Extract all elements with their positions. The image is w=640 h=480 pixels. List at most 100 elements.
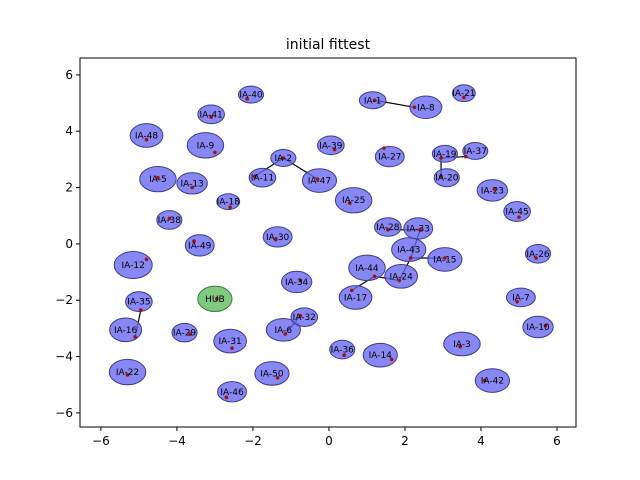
- node-ia-41: IA-41: [197, 104, 225, 125]
- x-tick-label: 4: [477, 434, 485, 448]
- x-axis: −6 −4 −2 0 2 4 6: [92, 427, 561, 448]
- node-circle: [237, 85, 265, 104]
- node-ia-7: IA-7: [505, 287, 536, 308]
- node-circle: [358, 91, 387, 110]
- x-tick-label: 2: [401, 434, 409, 448]
- node-point: [458, 344, 462, 349]
- node-label: IA-27: [378, 153, 401, 163]
- node-point: [439, 174, 443, 179]
- node-circle: [290, 307, 319, 327]
- node-circle: [248, 167, 277, 188]
- node-point: [298, 313, 303, 318]
- node-ia-16: IA-16: [109, 317, 143, 343]
- node-circle: [329, 339, 356, 360]
- node-point: [534, 256, 538, 260]
- node-point: [139, 308, 143, 312]
- node-ia-38: IA-38: [156, 210, 183, 230]
- node-label: IA-19: [433, 150, 457, 160]
- node-point: [412, 105, 417, 110]
- y-tick-label: −6: [55, 406, 73, 420]
- node-point: [332, 147, 337, 152]
- node-circle: [384, 263, 419, 289]
- node-label: IA-2: [275, 154, 293, 164]
- y-tick-label: 2: [65, 181, 73, 195]
- node-label: IA-12: [122, 261, 145, 271]
- node-circle: [338, 285, 373, 310]
- node-point: [372, 98, 377, 103]
- chart-title: initial fittest: [286, 37, 371, 53]
- node-circle: [474, 368, 510, 393]
- node-point: [283, 332, 288, 336]
- node-label: IA-15: [433, 255, 456, 265]
- node-point: [228, 205, 232, 210]
- node-ia-22: IA-22: [108, 358, 147, 386]
- node-circle: [113, 251, 153, 280]
- node-label: IA-46: [220, 388, 244, 398]
- y-axis: −6 −4 −2 0 2 4 6: [55, 68, 80, 420]
- node-circle: [184, 234, 215, 257]
- node-label: IA-34: [285, 278, 309, 288]
- y-tick-label: −2: [55, 293, 73, 307]
- node-ia-12: IA-12: [113, 251, 153, 280]
- node-point: [462, 95, 466, 100]
- node-point: [342, 353, 346, 357]
- node-ia-2: IA-2: [270, 149, 297, 167]
- node-point: [253, 174, 257, 179]
- node-point: [463, 154, 468, 159]
- node-label: IA-5: [149, 175, 167, 185]
- y-tick-label: 4: [65, 124, 73, 138]
- node-label: IA-31: [218, 337, 241, 347]
- node-point: [408, 256, 413, 260]
- node-ia-17: IA-17: [338, 285, 373, 310]
- node-circle: [522, 315, 554, 339]
- node-label: IA-10: [526, 323, 550, 333]
- node-circle: [108, 358, 147, 386]
- node-ia-15: IA-15: [427, 247, 463, 272]
- node-ia-47: IA-47: [301, 168, 338, 193]
- node-ia-36: IA-36: [329, 339, 356, 360]
- node-circle: [262, 226, 293, 248]
- node-label: IA-35: [127, 298, 150, 308]
- node-ia-10: IA-10: [522, 315, 554, 339]
- node-point: [386, 228, 390, 232]
- node-ia-32: IA-32: [290, 307, 319, 327]
- node-point: [348, 201, 352, 205]
- node-ia-30: IA-30: [262, 226, 293, 248]
- node-point: [298, 278, 303, 283]
- node-ia-35: IA-35: [125, 291, 153, 313]
- node-circle: [362, 342, 398, 368]
- y-tick-label: 6: [65, 68, 73, 82]
- node-label: IA-8: [417, 103, 435, 113]
- node-point: [517, 215, 521, 219]
- node-label: IA-38: [158, 216, 182, 226]
- node-label: IA-28: [376, 223, 400, 233]
- node-ia-14: IA-14: [362, 342, 398, 368]
- node-label: IA-36: [331, 346, 355, 356]
- node-point: [372, 274, 377, 279]
- node-ia-48: IA-48: [129, 123, 164, 148]
- x-tick-label: −4: [168, 434, 186, 448]
- node-label: IA-9: [197, 141, 215, 151]
- node-circle: [129, 123, 164, 148]
- node-ia-29: IA-29: [171, 322, 198, 343]
- node-point: [144, 257, 149, 262]
- node-circle: [524, 243, 552, 264]
- node-point: [382, 146, 386, 150]
- node-circle: [301, 168, 338, 193]
- hub-circle: [197, 285, 233, 313]
- node-label: IA-42: [481, 377, 504, 387]
- node-circle: [443, 331, 481, 357]
- node-label: IA-41: [199, 110, 222, 120]
- node-label: IA-23: [481, 186, 504, 196]
- node-label: IA-1: [364, 96, 382, 106]
- node-circle: [254, 361, 290, 386]
- node-circle: [213, 328, 247, 354]
- node-ia-21: IA-21: [451, 84, 476, 103]
- node-label: IA-21: [452, 89, 475, 99]
- node-label: IA-26: [526, 250, 550, 260]
- node-circle: [125, 291, 153, 313]
- node-ia-13: IA-13: [176, 172, 208, 195]
- hub-node: HUB: [197, 285, 233, 313]
- node-point: [245, 97, 250, 101]
